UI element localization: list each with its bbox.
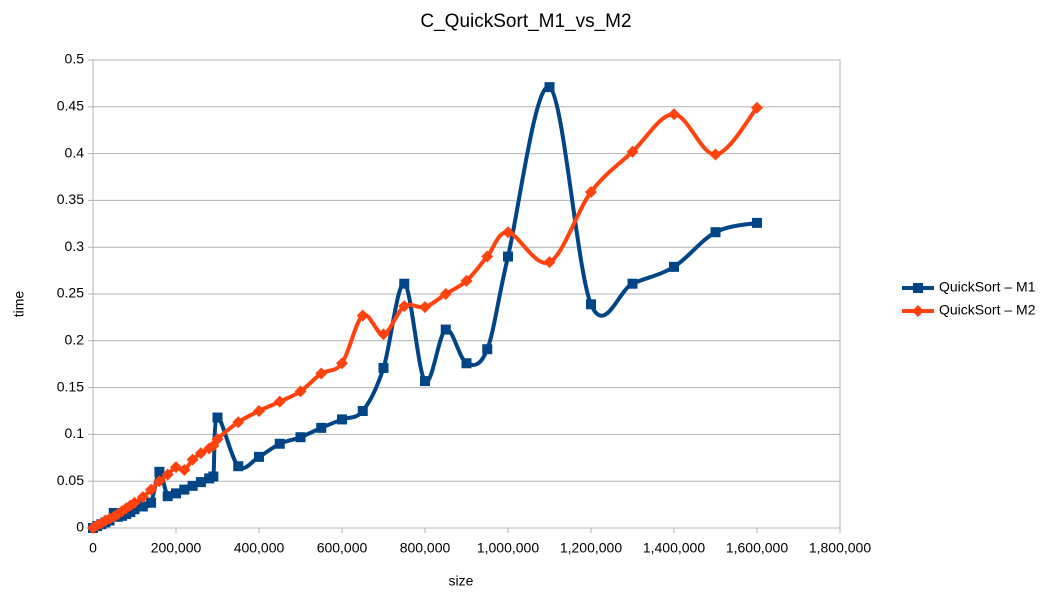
point (294, 385, 307, 398)
y-tick-label: 0.45 (57, 98, 84, 114)
legend-label: QuickSort – M1 (939, 279, 1036, 295)
point (233, 461, 244, 472)
point (336, 357, 348, 370)
point (128, 496, 141, 509)
x-tick-label: 400,000 (234, 540, 285, 556)
point (316, 422, 327, 433)
point (154, 466, 165, 477)
y-tick-label: 0.05 (57, 472, 84, 488)
point (145, 483, 158, 496)
x-tick-label: 200,000 (151, 540, 202, 556)
point (187, 480, 198, 491)
point (178, 463, 191, 476)
point (481, 250, 494, 263)
y-tick-label: 0.5 (65, 51, 85, 67)
point (195, 477, 206, 488)
point (161, 468, 174, 481)
point (752, 217, 762, 228)
point (186, 453, 199, 466)
point (461, 358, 472, 369)
point (399, 278, 410, 289)
point (171, 488, 181, 499)
point (295, 432, 306, 443)
point (337, 414, 347, 425)
point (669, 261, 679, 272)
point (357, 406, 368, 416)
point (273, 395, 286, 408)
point (111, 507, 124, 520)
y-tick-label: 0.3 (65, 238, 85, 254)
x-tick-label: 1,600,000 (726, 540, 788, 556)
legend-marker (913, 283, 923, 293)
y-tick-label: 0 (76, 519, 84, 535)
legend-marker (912, 305, 924, 317)
point (137, 501, 148, 512)
point (356, 309, 369, 322)
x-tick-label: 1,400,000 (643, 540, 705, 556)
point (482, 344, 493, 355)
point (129, 504, 140, 515)
point (627, 278, 638, 289)
chart-title: C_QuickSort_M1_vs_M2 (420, 11, 631, 32)
point (211, 433, 224, 446)
x-tick-label: 1,200,000 (560, 540, 622, 556)
plot-frame (92, 59, 841, 529)
point (710, 227, 721, 238)
point (439, 288, 452, 300)
point (751, 101, 763, 114)
x-axis-title: size (449, 573, 474, 589)
point (146, 497, 157, 508)
y-tick-label: 0.25 (57, 285, 84, 301)
point (544, 82, 555, 93)
point (194, 447, 207, 460)
point (440, 324, 451, 335)
point (232, 416, 245, 429)
y-tick-label: 0.35 (57, 191, 84, 207)
point (377, 328, 390, 341)
point (274, 438, 285, 449)
y-tick-label: 0.1 (65, 425, 85, 441)
point (626, 145, 639, 158)
point (503, 251, 513, 262)
point (136, 491, 149, 504)
point (315, 367, 328, 380)
y-axis-title: time (11, 291, 27, 318)
point (420, 376, 430, 387)
x-tick-label: 800,000 (400, 540, 451, 556)
point (543, 256, 556, 269)
x-tick-label: 0 (89, 540, 97, 556)
y-tick-label: 0.2 (65, 332, 85, 348)
x-tick-label: 1,800,000 (809, 540, 871, 556)
point (212, 412, 223, 423)
point (162, 491, 173, 502)
point (502, 226, 514, 239)
point (208, 471, 219, 482)
point (668, 108, 680, 121)
point (709, 148, 722, 161)
point (153, 475, 166, 488)
x-tick-label: 600,000 (317, 540, 368, 556)
point (378, 362, 389, 373)
point (398, 300, 411, 313)
point (585, 185, 597, 198)
point (179, 484, 190, 495)
point (419, 301, 431, 314)
point (254, 451, 264, 462)
legend-label: QuickSort – M2 (939, 302, 1036, 318)
point (253, 405, 265, 417)
point (460, 274, 473, 287)
x-tick-label: 1,000,000 (477, 540, 539, 556)
point (586, 299, 596, 310)
y-tick-label: 0.15 (57, 378, 84, 394)
y-tick-label: 0.4 (65, 144, 85, 160)
